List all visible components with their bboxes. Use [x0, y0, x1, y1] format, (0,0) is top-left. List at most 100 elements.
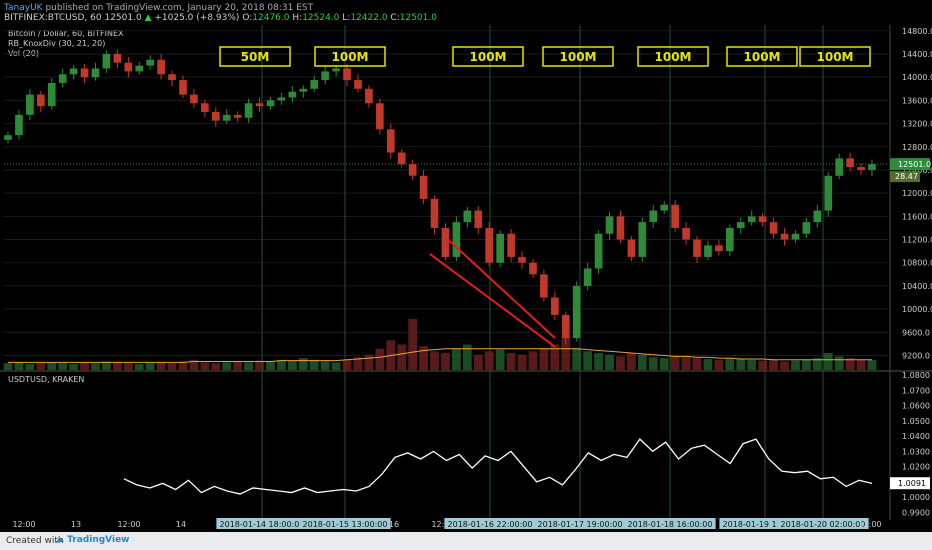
annotation-border	[637, 46, 709, 67]
candle-body	[835, 158, 844, 176]
open-value: 12476.0	[252, 13, 290, 23]
volume-bar	[572, 347, 582, 370]
time-tick-label: 16	[389, 520, 399, 529]
candle-body	[682, 227, 690, 240]
sub-tick-label: 1.0000	[902, 493, 930, 502]
candle-body	[518, 256, 526, 263]
annotation-border	[314, 46, 386, 67]
volume-bar	[320, 361, 330, 370]
volume-bar	[408, 319, 418, 370]
time-tick-label: 12:00	[117, 520, 140, 529]
volume-bar	[495, 349, 505, 370]
candle-body	[551, 297, 559, 315]
candle-body	[813, 210, 822, 223]
knoxdiv-label: RB_KnoxDiv (30, 21, 20)	[8, 39, 106, 48]
date-tag	[719, 518, 811, 529]
candle-body	[190, 94, 198, 104]
candle-body	[419, 175, 428, 199]
price-tick-label: 13200.0	[902, 120, 932, 129]
candle-body	[179, 80, 187, 95]
price-tick-label: 11600.0	[902, 212, 932, 221]
annotation-box: 100M	[314, 46, 386, 67]
candles	[4, 49, 876, 345]
volume-bar	[25, 364, 35, 370]
volume-bar	[145, 363, 155, 370]
volume-bar	[561, 337, 571, 370]
close-value: 12501.0	[399, 13, 437, 23]
volume-bar	[637, 354, 647, 370]
indicator-tag	[890, 171, 920, 183]
volume-bar	[331, 362, 341, 370]
chart-svg[interactable]: 50M 100M 100M 100M 100M 100M 100M 14800.0 14400…	[0, 0, 932, 532]
price-tick-label: 10000.0	[902, 305, 932, 314]
candle-body	[857, 167, 865, 170]
candle-body	[288, 91, 297, 98]
time-tick-label: 2018-01-14 18:00:00	[220, 520, 305, 529]
volume-bar	[648, 357, 658, 370]
annotation-label: 100M	[560, 50, 597, 64]
volume-bar	[36, 363, 46, 370]
indicator-value-label: 28.47	[895, 172, 918, 181]
trend-line	[447, 238, 556, 339]
candle-body	[266, 100, 275, 107]
volume-bar	[758, 360, 768, 370]
price-tick-label: 10800.0	[902, 259, 932, 268]
volume-bar	[484, 351, 494, 370]
volume-bar	[845, 358, 855, 370]
candle-body	[561, 314, 570, 339]
volume-bar	[80, 362, 89, 370]
candle-body	[463, 210, 472, 223]
sub-tick-label: 1.0200	[902, 463, 930, 472]
volume-bars	[3, 319, 877, 370]
candle-body	[91, 68, 100, 78]
time-axis[interactable]: 12:00 13 12:00 14 2018-01-14 18:00:002018-01…	[12, 518, 882, 529]
candle-body	[868, 164, 876, 170]
volume-bar	[692, 358, 702, 370]
candle-body	[26, 94, 34, 115]
candle-body	[299, 88, 308, 92]
candle-body	[638, 222, 647, 257]
candle-body	[233, 114, 242, 118]
volume-bar	[277, 359, 286, 370]
volume-bar	[342, 359, 352, 370]
annotations: 50M 100M 100M 100M 100M 100M 100M	[219, 46, 871, 67]
candle-body	[529, 262, 537, 275]
candle-body	[452, 222, 461, 257]
candle-body	[485, 227, 494, 263]
candle-body	[430, 198, 439, 228]
footer-text: Created with	[6, 536, 64, 546]
current-price-label: 12501.0	[898, 160, 931, 169]
candle-body	[80, 68, 89, 78]
volume-bar	[364, 354, 374, 370]
candle-body	[725, 227, 734, 252]
volume-bar	[736, 358, 746, 370]
volume-bar	[419, 346, 428, 370]
price-tick-label: 9600.0	[902, 328, 930, 337]
annotation-label: 50M	[241, 50, 270, 64]
volume-bar	[539, 347, 549, 370]
candle-body	[124, 62, 133, 72]
candle-body	[496, 233, 504, 263]
candle-body	[397, 152, 406, 165]
price-axis[interactable]: 14800.0 14400.0 14000.0 13600.0 13200.0 12800…	[890, 27, 932, 518]
candle-body	[791, 233, 800, 240]
current-price-tag	[890, 158, 930, 171]
candle-body	[474, 210, 483, 228]
tradingview-logo[interactable]: ☁ TradingView	[55, 535, 130, 545]
sub-tick-label: 1.0400	[902, 432, 930, 441]
candle-body	[168, 74, 176, 81]
candle-body	[343, 68, 351, 81]
candle-body	[69, 68, 78, 75]
volume-bar	[550, 344, 560, 370]
candle-body	[4, 135, 12, 140]
author-link[interactable]: TanayUK	[4, 3, 43, 13]
candle-body	[736, 222, 745, 228]
candle-body	[58, 74, 67, 83]
annotation-border	[452, 46, 524, 67]
candle-body	[15, 114, 23, 136]
up-arrow-icon: ▲	[144, 13, 152, 23]
sub-tick-label: 1.0700	[902, 386, 930, 395]
price-tick-label: 12800.0	[902, 143, 932, 152]
high-value: 12524.0	[302, 13, 340, 23]
